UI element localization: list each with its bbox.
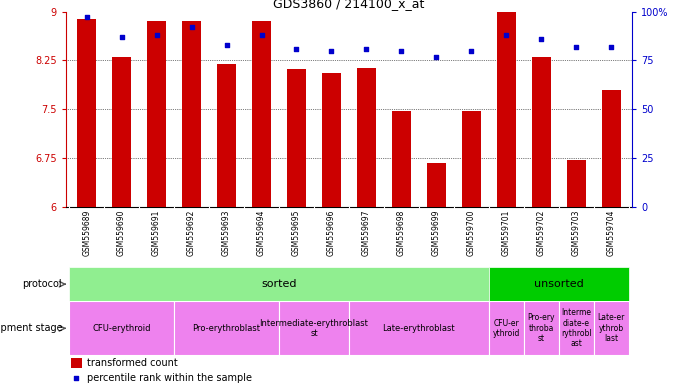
Point — [606, 44, 617, 50]
Text: GSM559693: GSM559693 — [222, 209, 231, 256]
Point — [536, 36, 547, 42]
Point — [361, 46, 372, 52]
Text: GSM559702: GSM559702 — [537, 209, 546, 255]
Text: Intermediate-erythroblast
st: Intermediate-erythroblast st — [260, 319, 368, 338]
Bar — [182, 22, 201, 207]
Bar — [287, 69, 306, 207]
Text: percentile rank within the sample: percentile rank within the sample — [87, 372, 252, 383]
Point — [442, 309, 453, 315]
Text: Pro-ery
throba
st: Pro-ery throba st — [527, 313, 555, 343]
Point — [116, 34, 127, 40]
Text: development stage: development stage — [0, 323, 62, 333]
Bar — [71, 358, 82, 368]
Text: GSM559697: GSM559697 — [362, 209, 371, 256]
Text: GSM559691: GSM559691 — [152, 209, 161, 255]
Point — [221, 42, 232, 48]
Text: CFU-erythroid: CFU-erythroid — [93, 324, 151, 333]
Bar — [427, 163, 446, 207]
Text: unsorted: unsorted — [534, 279, 584, 289]
Bar — [349, 301, 489, 355]
Text: GSM559704: GSM559704 — [607, 209, 616, 256]
Text: GSM559695: GSM559695 — [292, 209, 301, 256]
Text: GSM559698: GSM559698 — [397, 209, 406, 255]
Bar — [602, 90, 621, 207]
Text: GSM559689: GSM559689 — [82, 209, 91, 255]
Bar — [174, 301, 279, 355]
Text: CFU-er
ythroid: CFU-er ythroid — [493, 319, 520, 338]
Bar — [147, 22, 167, 207]
Text: sorted: sorted — [261, 279, 296, 289]
Bar — [252, 22, 271, 207]
Bar — [497, 12, 516, 207]
Bar — [462, 111, 481, 207]
Bar — [279, 301, 349, 355]
Bar — [489, 301, 524, 355]
Text: GSM559696: GSM559696 — [327, 209, 336, 256]
Text: Late-er
ythrob
last: Late-er ythrob last — [598, 313, 625, 343]
Point — [431, 53, 442, 60]
Text: Pro-erythroblast: Pro-erythroblast — [193, 324, 261, 333]
Bar — [524, 301, 559, 355]
Point — [571, 44, 582, 50]
Point — [326, 48, 337, 54]
Bar — [77, 19, 96, 207]
Point — [151, 32, 162, 38]
Bar — [531, 57, 551, 207]
Bar — [489, 267, 629, 301]
Bar — [322, 73, 341, 207]
Text: GSM559699: GSM559699 — [432, 209, 441, 256]
Text: transformed count: transformed count — [87, 358, 178, 368]
Bar — [559, 301, 594, 355]
Bar — [567, 160, 586, 207]
Text: GSM559694: GSM559694 — [257, 209, 266, 256]
Bar — [217, 64, 236, 207]
Text: GSM559703: GSM559703 — [572, 209, 581, 256]
Text: GSM559690: GSM559690 — [117, 209, 126, 256]
Text: Interme
diate-e
rythrobl
ast: Interme diate-e rythrobl ast — [561, 308, 591, 348]
Point — [396, 48, 407, 54]
Bar — [69, 301, 174, 355]
Point — [256, 32, 267, 38]
Point — [466, 48, 477, 54]
Text: Late-erythroblast: Late-erythroblast — [383, 324, 455, 333]
Bar — [357, 68, 376, 207]
Point — [291, 46, 302, 52]
Point — [501, 32, 512, 38]
Bar — [594, 301, 629, 355]
Bar — [69, 267, 489, 301]
Point — [81, 14, 92, 20]
Text: GSM559692: GSM559692 — [187, 209, 196, 255]
Point — [186, 24, 197, 30]
Text: GSM559701: GSM559701 — [502, 209, 511, 255]
Text: protocol: protocol — [23, 279, 62, 289]
Text: GSM559700: GSM559700 — [467, 209, 476, 256]
Bar — [112, 57, 131, 207]
Title: GDS3860 / 214100_x_at: GDS3860 / 214100_x_at — [273, 0, 425, 10]
Bar — [392, 111, 411, 207]
